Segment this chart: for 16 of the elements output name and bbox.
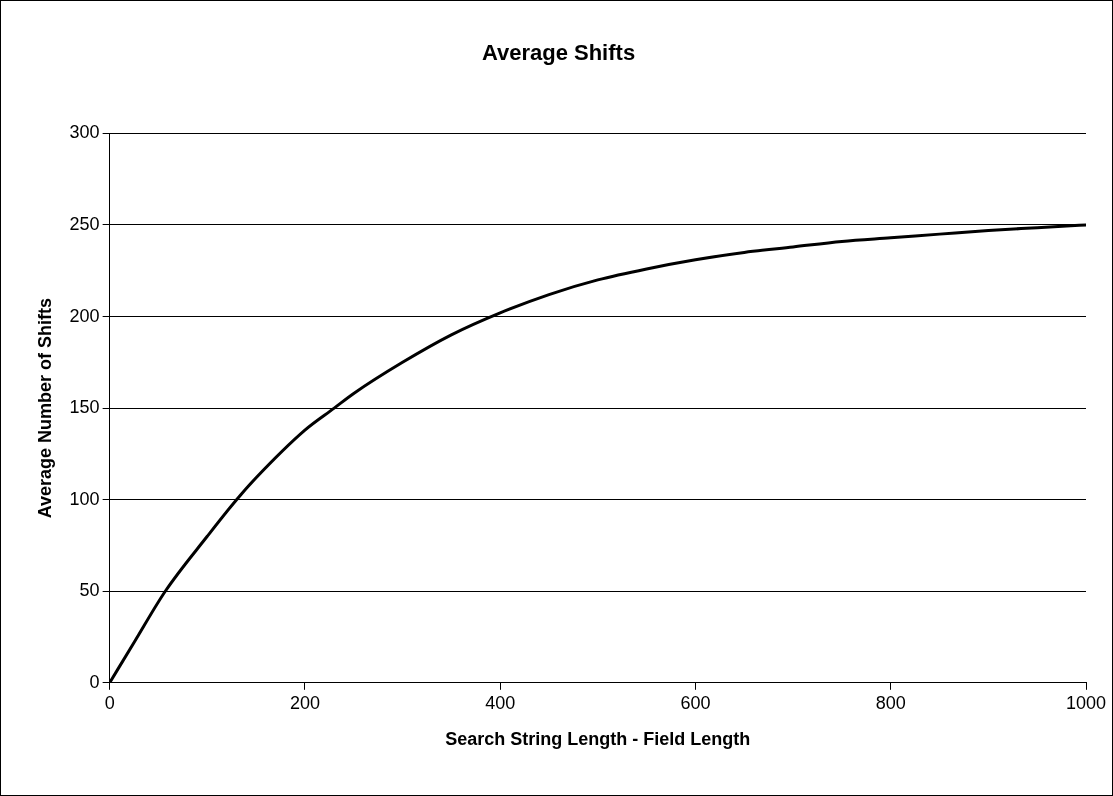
x-tick-label: 0 bbox=[104, 692, 115, 713]
chart-title: Average Shifts bbox=[481, 40, 636, 66]
x-tick-label: 600 bbox=[680, 692, 711, 713]
y-tick-label: 300 bbox=[69, 122, 100, 143]
y-axis-title: Average Number of Shifts bbox=[34, 297, 55, 519]
x-tick-label: 1000 bbox=[1065, 692, 1107, 713]
y-tick-label: 200 bbox=[69, 305, 100, 326]
y-tick-label: 250 bbox=[69, 213, 100, 234]
x-tick-label: 800 bbox=[875, 692, 906, 713]
x-tick-label: 400 bbox=[485, 692, 516, 713]
y-tick-label: 100 bbox=[69, 488, 100, 509]
y-tick-label: 150 bbox=[69, 397, 100, 418]
x-tick-label: 200 bbox=[289, 692, 320, 713]
y-tick-label: 0 bbox=[89, 671, 100, 692]
y-tick-label: 50 bbox=[79, 580, 100, 601]
x-axis-title: Search String Length - Field Length bbox=[445, 729, 751, 750]
